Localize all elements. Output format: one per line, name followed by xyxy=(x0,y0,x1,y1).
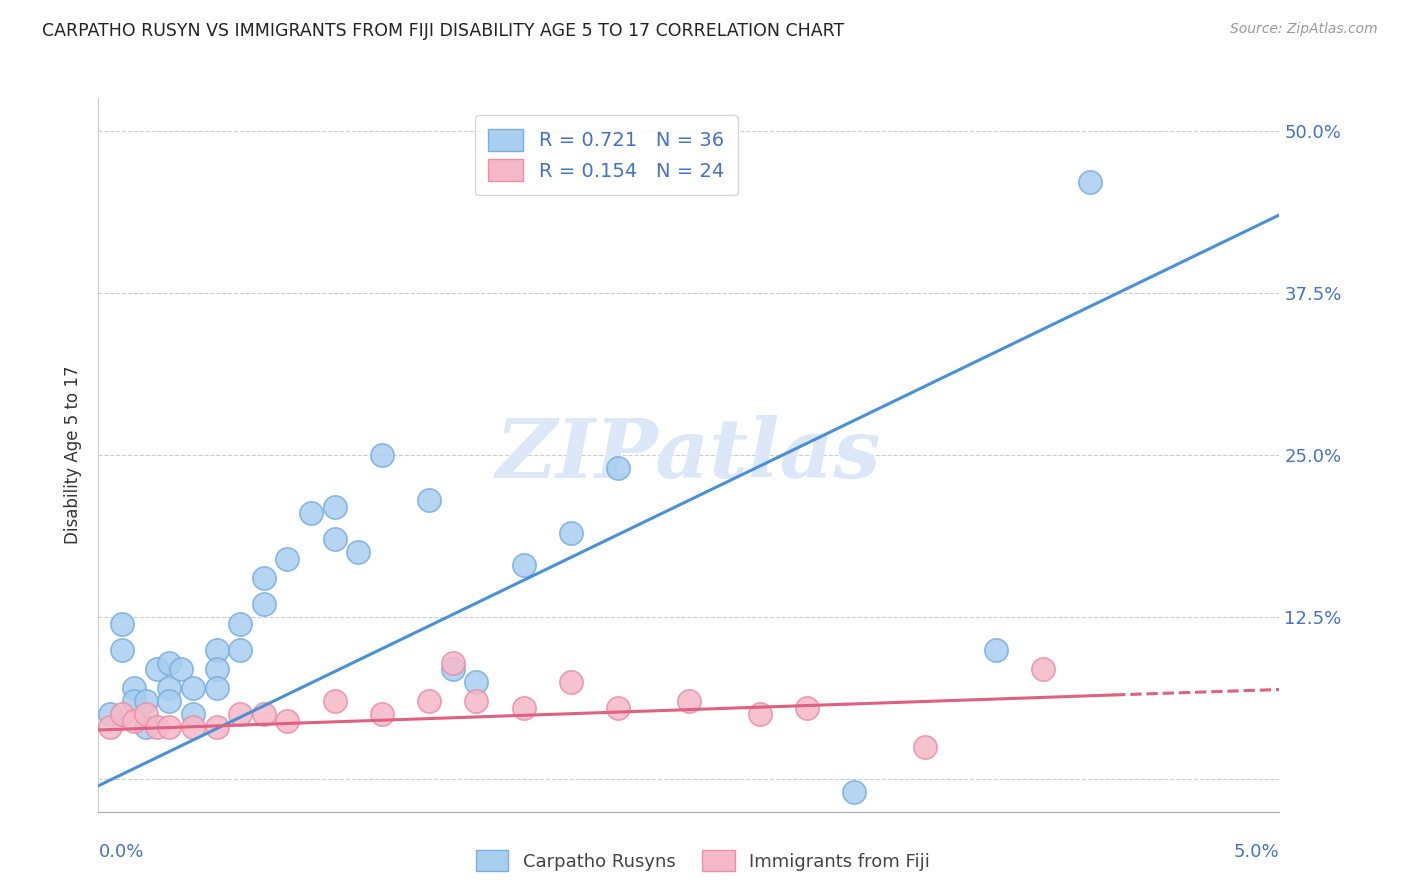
Point xyxy=(371,707,394,722)
Point xyxy=(323,694,346,708)
Point xyxy=(465,675,488,690)
Point xyxy=(984,642,1007,657)
Point xyxy=(111,642,134,657)
Point xyxy=(229,616,252,631)
Point xyxy=(253,571,276,585)
Point xyxy=(122,694,145,708)
Point xyxy=(512,701,534,715)
Point xyxy=(418,493,440,508)
Point xyxy=(512,558,534,573)
Point xyxy=(157,694,180,708)
Text: Source: ZipAtlas.com: Source: ZipAtlas.com xyxy=(1230,22,1378,37)
Point xyxy=(229,642,252,657)
Text: 5.0%: 5.0% xyxy=(1234,843,1279,861)
Point xyxy=(111,616,134,631)
Point xyxy=(418,694,440,708)
Point xyxy=(607,701,630,715)
Point xyxy=(135,694,157,708)
Point xyxy=(181,720,204,734)
Point xyxy=(299,506,322,520)
Point xyxy=(135,707,157,722)
Point xyxy=(229,707,252,722)
Point xyxy=(678,694,700,708)
Point xyxy=(157,720,180,734)
Point xyxy=(181,707,204,722)
Point xyxy=(276,714,298,728)
Point xyxy=(796,701,818,715)
Point xyxy=(1032,662,1054,676)
Point xyxy=(111,707,134,722)
Point xyxy=(371,448,394,462)
Point xyxy=(135,720,157,734)
Point xyxy=(441,656,464,670)
Legend: Carpatho Rusyns, Immigrants from Fiji: Carpatho Rusyns, Immigrants from Fiji xyxy=(468,843,938,879)
Point xyxy=(441,662,464,676)
Point xyxy=(323,500,346,514)
Point xyxy=(276,551,298,566)
Point xyxy=(560,525,582,540)
Point xyxy=(146,662,169,676)
Point xyxy=(607,461,630,475)
Point xyxy=(347,545,370,559)
Point xyxy=(146,720,169,734)
Text: ZIPatlas: ZIPatlas xyxy=(496,415,882,495)
Point xyxy=(1080,176,1102,190)
Point xyxy=(205,642,228,657)
Point xyxy=(323,533,346,547)
Point xyxy=(98,720,121,734)
Point xyxy=(122,681,145,696)
Point xyxy=(205,662,228,676)
Point xyxy=(157,681,180,696)
Point xyxy=(560,675,582,690)
Point xyxy=(122,714,145,728)
Point xyxy=(914,739,936,754)
Point xyxy=(205,720,228,734)
Point xyxy=(253,707,276,722)
Text: 0.0%: 0.0% xyxy=(98,843,143,861)
Point xyxy=(157,656,180,670)
Point xyxy=(181,681,204,696)
Point xyxy=(748,707,770,722)
Point xyxy=(205,681,228,696)
Point xyxy=(98,707,121,722)
Point xyxy=(465,694,488,708)
Legend: R = 0.721   N = 36, R = 0.154   N = 24: R = 0.721 N = 36, R = 0.154 N = 24 xyxy=(475,115,738,194)
Point xyxy=(170,662,193,676)
Text: CARPATHO RUSYN VS IMMIGRANTS FROM FIJI DISABILITY AGE 5 TO 17 CORRELATION CHART: CARPATHO RUSYN VS IMMIGRANTS FROM FIJI D… xyxy=(42,22,845,40)
Point xyxy=(253,597,276,611)
Y-axis label: Disability Age 5 to 17: Disability Age 5 to 17 xyxy=(65,366,83,544)
Point xyxy=(844,785,866,799)
